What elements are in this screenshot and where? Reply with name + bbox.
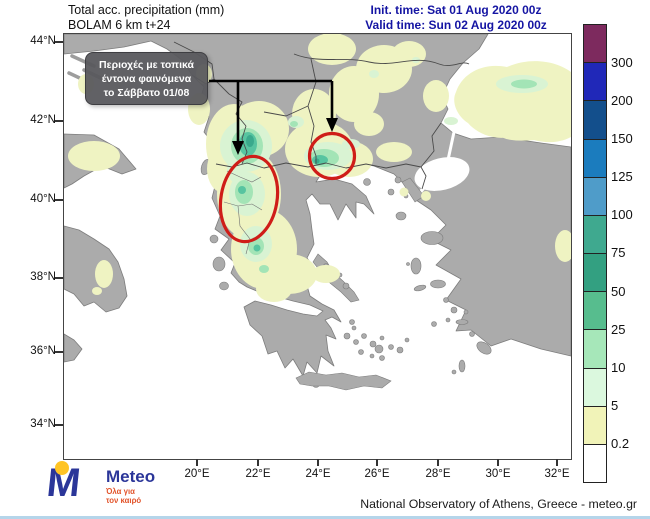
lon-label-30e: 30°E <box>485 468 511 480</box>
lat-tick <box>55 351 63 353</box>
logo-name: Meteo <box>106 467 156 486</box>
colorbar-cell <box>584 139 606 178</box>
attribution-text: National Observatory of Athens, Greece -… <box>360 497 637 511</box>
lon-label-26e: 26°E <box>364 468 390 480</box>
title-line-2: BOLAM 6 km t+24 <box>68 18 171 32</box>
colorbar-label-75: 75 <box>611 245 626 260</box>
valid-time: Valid time: Sun 02 Aug 2020 00z <box>365 18 547 32</box>
logo-tagline-2: τον καιρό <box>106 496 142 505</box>
colorbar-cell <box>584 215 606 255</box>
colorbar-cell <box>584 330 606 369</box>
lon-tick <box>437 459 439 466</box>
logo-tagline-1: Όλα για <box>106 487 135 496</box>
logo-sun-dot <box>55 461 69 475</box>
colorbar-cell <box>584 444 606 483</box>
map-title: Total acc. precipitation (mm) BOLAM 6 km… <box>68 3 224 33</box>
lon-tick <box>317 459 319 466</box>
arrowhead-west <box>232 141 244 155</box>
lat-label-38n: 38°N <box>30 271 56 283</box>
colorbar-cell <box>584 63 606 102</box>
precipitation-colorbar <box>583 24 607 483</box>
lon-tick <box>376 459 378 466</box>
lat-tick <box>55 277 63 279</box>
colorbar-label-125: 125 <box>611 169 633 184</box>
colorbar-label-5: 5 <box>611 398 619 413</box>
lat-tick <box>55 424 63 426</box>
lon-label-22e: 22°E <box>245 468 271 480</box>
arrowhead-east <box>326 118 338 132</box>
colorbar-cell <box>584 292 606 331</box>
colorbar-label-02: 0.2 <box>611 436 630 451</box>
colorbar-cell <box>584 25 606 64</box>
run-times: Init. time: Sat 01 Aug 2020 00z Valid ti… <box>345 3 567 33</box>
annotation-arrows <box>209 79 334 142</box>
lat-label-34n: 34°N <box>30 418 56 430</box>
lat-label-44n: 44°N <box>30 35 56 47</box>
annotation-line-2: έντονα φαινόμενα <box>101 73 192 86</box>
init-time: Init. time: Sat 01 Aug 2020 00z <box>370 3 542 17</box>
colorbar-label-10: 10 <box>611 360 626 375</box>
bottom-accent-strip <box>0 516 650 519</box>
colorbar-label-25: 25 <box>611 322 626 337</box>
lat-label-40n: 40°N <box>30 193 56 205</box>
highlight-circle-east <box>307 131 357 181</box>
annotation-box: Περιοχές με τοπικά έντονα φαινόμενα το Σ… <box>85 52 208 105</box>
colorbar-cell <box>584 254 606 293</box>
annotation-line-1: Περιοχές με τοπικά <box>99 59 194 71</box>
colorbar-label-300: 300 <box>611 55 633 70</box>
colorbar-label-100: 100 <box>611 207 633 222</box>
lat-tick <box>55 120 63 122</box>
lon-label-32e: 32°E <box>544 468 570 480</box>
title-line-1: Total acc. precipitation (mm) <box>68 3 225 17</box>
lat-label-42n: 42°N <box>30 114 56 126</box>
colorbar-cell <box>584 368 606 407</box>
lon-label-24e: 24°E <box>305 468 331 480</box>
lon-tick <box>556 459 558 466</box>
colorbar-label-50: 50 <box>611 284 626 299</box>
lon-tick <box>196 459 198 466</box>
annotation-line-3: το Σάββατο 01/08 <box>103 87 190 100</box>
highlight-ellipse-west <box>218 154 280 244</box>
colorbar-label-200: 200 <box>611 93 633 108</box>
lon-tick <box>257 459 259 466</box>
lon-tick <box>497 459 499 466</box>
lat-tick <box>55 199 63 201</box>
lat-label-36n: 36°N <box>30 345 56 357</box>
meteo-logo: M Meteo Όλα για τον καιρό <box>45 458 176 516</box>
colorbar-cell <box>584 406 606 445</box>
colorbar-cell <box>584 177 606 216</box>
colorbar-cell <box>584 101 606 140</box>
lon-label-28e: 28°E <box>425 468 451 480</box>
colorbar-label-150: 150 <box>611 131 633 146</box>
regional-borders <box>223 170 263 255</box>
lon-label-20e: 20°E <box>184 468 210 480</box>
lat-tick <box>55 41 63 43</box>
